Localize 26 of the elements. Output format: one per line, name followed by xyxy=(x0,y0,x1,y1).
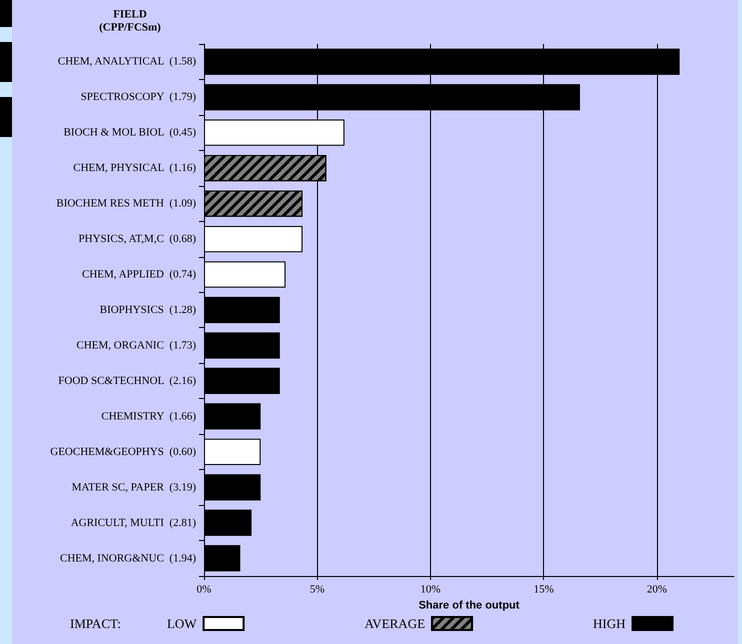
x-axis-title: Share of the output xyxy=(418,599,520,612)
x-tick-label: 0% xyxy=(196,584,212,596)
legend-label: LOW xyxy=(166,616,198,631)
y-tick-label: AGRICULT, MULTI (2.81) xyxy=(70,516,196,529)
y-tick-label: BIOPHYSICS (1.28) xyxy=(100,304,196,316)
legend-title: IMPACT: xyxy=(70,616,121,631)
y-tick-label: CHEM, APPLIED (0.74) xyxy=(82,268,196,281)
y-tick-label: CHEM, ORGANIC (1.73) xyxy=(76,339,196,352)
y-tick-label: CHEM, PHYSICAL (1.16) xyxy=(73,162,196,174)
x-tick-label: 10% xyxy=(420,584,441,596)
y-tick-label: SPECTROSCOPY (1.79) xyxy=(80,91,196,104)
x-tick-label: 5% xyxy=(310,584,325,596)
y-tick-label: BIOCH & MOL BIOL (0.45) xyxy=(64,126,196,139)
y-tick-label: MATER SC, PAPER (3.19) xyxy=(72,481,196,494)
y-tick-label: BIOCHEM RES METH (1.09) xyxy=(56,198,196,210)
legend-label: AVERAGE xyxy=(364,616,426,631)
y-tick-label: PHYSICS, AT,M,C (0.68) xyxy=(78,233,196,246)
y-tick-label: CHEM, ANALYTICAL (1.58) xyxy=(58,56,196,68)
legend-label: HIGH xyxy=(593,616,626,631)
y-tick-label: CHEM, INORG&NUC (1.94) xyxy=(60,552,196,564)
y-tick-label: CHEMISTRY (1.66) xyxy=(101,410,196,422)
x-tick-label: 15% xyxy=(534,584,554,596)
y-tick-label: GEOCHEM&GEOPHYS (0.60) xyxy=(50,446,196,458)
y-axis-title: FIELD (CPP/FCSm) xyxy=(99,8,162,34)
x-tick-label: 20% xyxy=(646,584,668,596)
y-tick-label: FOOD SC&TECHNOL (2.16) xyxy=(58,374,196,387)
